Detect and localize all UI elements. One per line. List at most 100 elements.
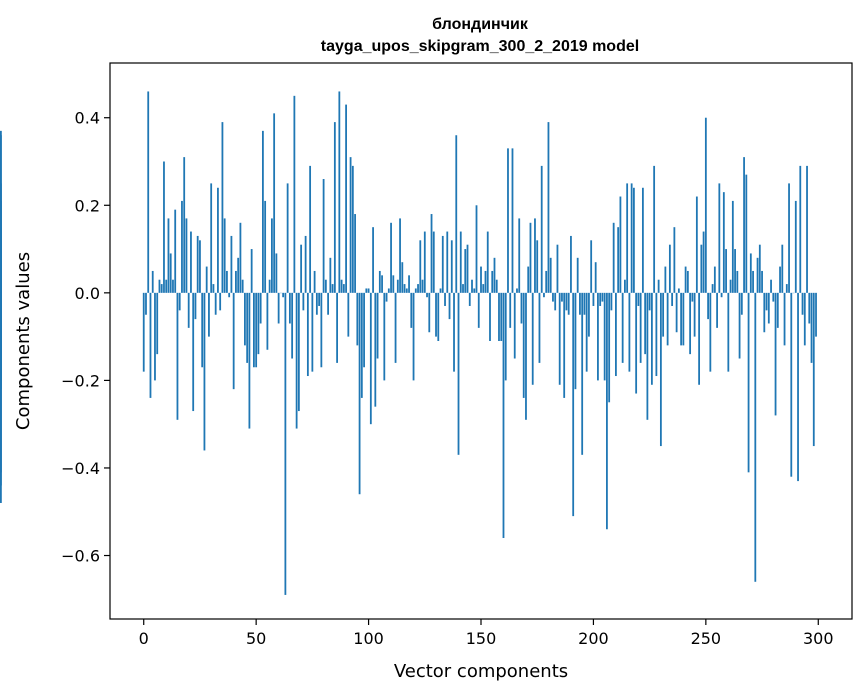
bar [437,292,440,341]
x-tick-label: 200 [578,629,609,648]
bar [606,292,608,530]
bar [812,292,815,447]
bar [518,218,521,293]
bar [365,288,368,293]
bar [491,270,494,293]
bar [624,279,626,293]
bar [142,292,145,372]
bar [756,257,759,293]
bar [270,218,273,293]
bar [711,284,714,293]
bar [781,244,784,293]
bar [655,292,658,377]
bar [498,292,500,341]
bar [255,292,258,368]
bar [194,292,197,320]
bar [390,222,392,293]
bar [351,165,354,293]
bar [158,279,161,293]
bar [754,292,757,582]
bar [725,249,727,293]
bar [446,231,449,293]
bar [806,165,808,293]
bar [181,200,183,293]
bar [556,244,559,293]
bar [203,292,206,451]
bar [540,165,543,293]
bar [639,292,642,363]
bar [0,292,2,473]
bar [160,284,163,293]
bar [538,292,541,363]
bars-group [0,91,817,595]
bar [594,262,597,293]
bar [799,165,802,293]
bar [779,266,781,293]
bar [684,266,687,293]
bar [637,292,640,306]
bar [597,292,599,381]
bar [212,284,215,293]
bar [313,270,316,293]
bar [486,231,489,293]
bar [509,292,512,328]
bar [567,292,570,315]
bar [223,218,226,293]
bar [462,284,464,293]
x-tick-label: 0 [139,629,149,648]
bar [423,231,426,293]
bar [547,122,550,293]
bar [232,292,235,390]
bar [797,292,799,482]
bar [363,292,365,368]
bar [610,292,613,311]
bar [259,292,262,324]
bar [455,135,458,293]
bar [563,292,566,398]
bar [466,244,469,293]
bar [444,292,446,306]
bar [261,130,264,293]
bar [199,240,201,293]
bar [554,292,557,311]
bar [426,292,428,298]
chart-subtitle: tayga_upos_skipgram_300_2_2019 model [321,38,639,55]
bar [286,183,289,293]
bar [385,292,388,302]
bar [707,292,709,320]
bar [257,292,260,355]
bar [394,292,397,363]
bar [545,270,548,293]
y-tick-label: −0.6 [61,547,100,566]
bar [185,218,188,293]
bar [653,165,656,293]
y-tick-label: 0.2 [75,196,100,215]
bar [520,292,523,324]
bar [693,292,696,337]
bar [691,292,694,302]
bar [376,292,379,359]
bar [522,292,525,398]
bar [244,292,246,346]
bar [277,292,280,324]
y-axis-ticks: −0.6 −0.4 −0.2 0.0 0.2 0.4 [61,109,110,566]
bar [513,292,516,359]
bar [439,288,442,293]
bar [673,227,676,293]
bar [147,91,150,293]
y-tick-label: −0.2 [61,371,100,390]
bar [293,95,296,293]
bar [752,270,754,293]
bar [338,91,341,293]
bar [214,292,217,315]
bar [736,270,739,293]
bar [450,240,453,293]
bar [235,270,237,293]
x-tick-label: 150 [466,629,497,648]
bar [801,292,804,315]
bar [644,292,647,355]
bar [453,292,455,372]
x-tick-label: 100 [353,629,384,648]
bar [282,292,285,298]
bar [576,257,579,293]
